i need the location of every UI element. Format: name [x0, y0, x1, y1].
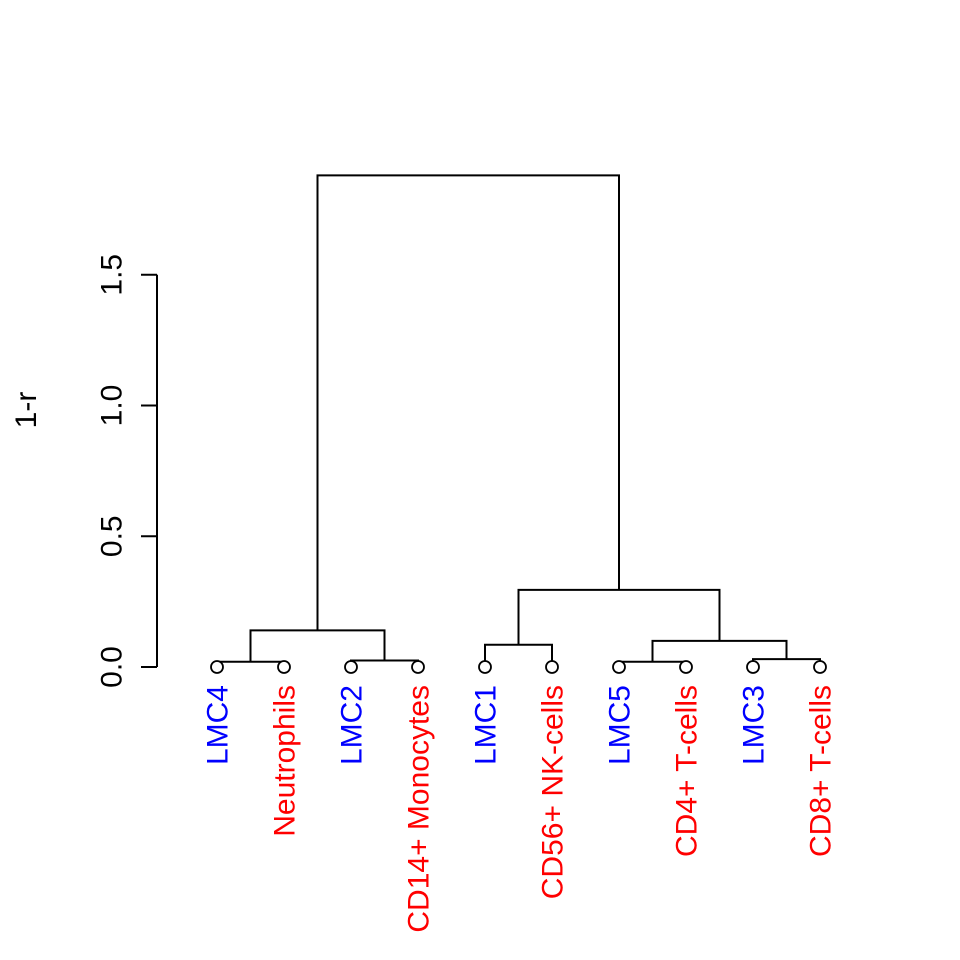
leaf-label: Neutrophils [269, 685, 302, 837]
leaf-labels: LMC4 Neutrophils LMC2 CD14+ Monocytes LMC1 CD… [202, 685, 838, 933]
y-tick-label: 1.0 [96, 385, 129, 427]
y-tick-label: 0.0 [96, 646, 129, 688]
leaf-marker [478, 660, 492, 674]
y-axis-title: 1-r [10, 392, 43, 429]
leaf-label: LMC1 [470, 685, 503, 765]
y-axis: 0.0 0.5 1.0 1.5 [96, 254, 158, 688]
leaf-markers [210, 660, 827, 674]
leaf-marker [813, 660, 827, 674]
leaf-label: LMC5 [604, 685, 637, 765]
leaf-label: CD14+ Monocytes [403, 685, 436, 933]
leaf-marker [411, 660, 425, 674]
leaf-marker [210, 660, 224, 674]
leaf-marker [746, 660, 760, 674]
dendrogram-branch [350, 659, 419, 667]
leaf-marker [545, 660, 559, 674]
leaf-marker [679, 660, 693, 674]
dendrogram-branch [484, 643, 553, 667]
dendrogram-branch [316, 174, 620, 631]
y-tick-label: 1.5 [96, 254, 129, 296]
dendrogram-branch [249, 629, 386, 662]
dendrogram-branch [752, 658, 821, 667]
y-ticks: 0.0 0.5 1.0 1.5 [96, 254, 157, 688]
leaf-label: LMC4 [202, 685, 235, 765]
leaf-label: CD4+ T-cells [671, 685, 704, 857]
y-tick-label: 0.5 [96, 515, 129, 557]
leaf-marker [344, 660, 358, 674]
leaf-marker [612, 660, 626, 674]
dendrogram-branch [517, 588, 721, 645]
leaf-marker [277, 660, 291, 674]
leaf-label: LMC3 [738, 685, 771, 765]
dendrogram-branch [618, 660, 687, 667]
dendrogram-branch [216, 660, 285, 667]
leaf-label: LMC2 [336, 685, 369, 765]
dendrogram-branches [216, 174, 821, 667]
leaf-label: CD8+ T-cells [805, 685, 838, 857]
leaf-label: CD56+ NK-cells [537, 685, 570, 899]
